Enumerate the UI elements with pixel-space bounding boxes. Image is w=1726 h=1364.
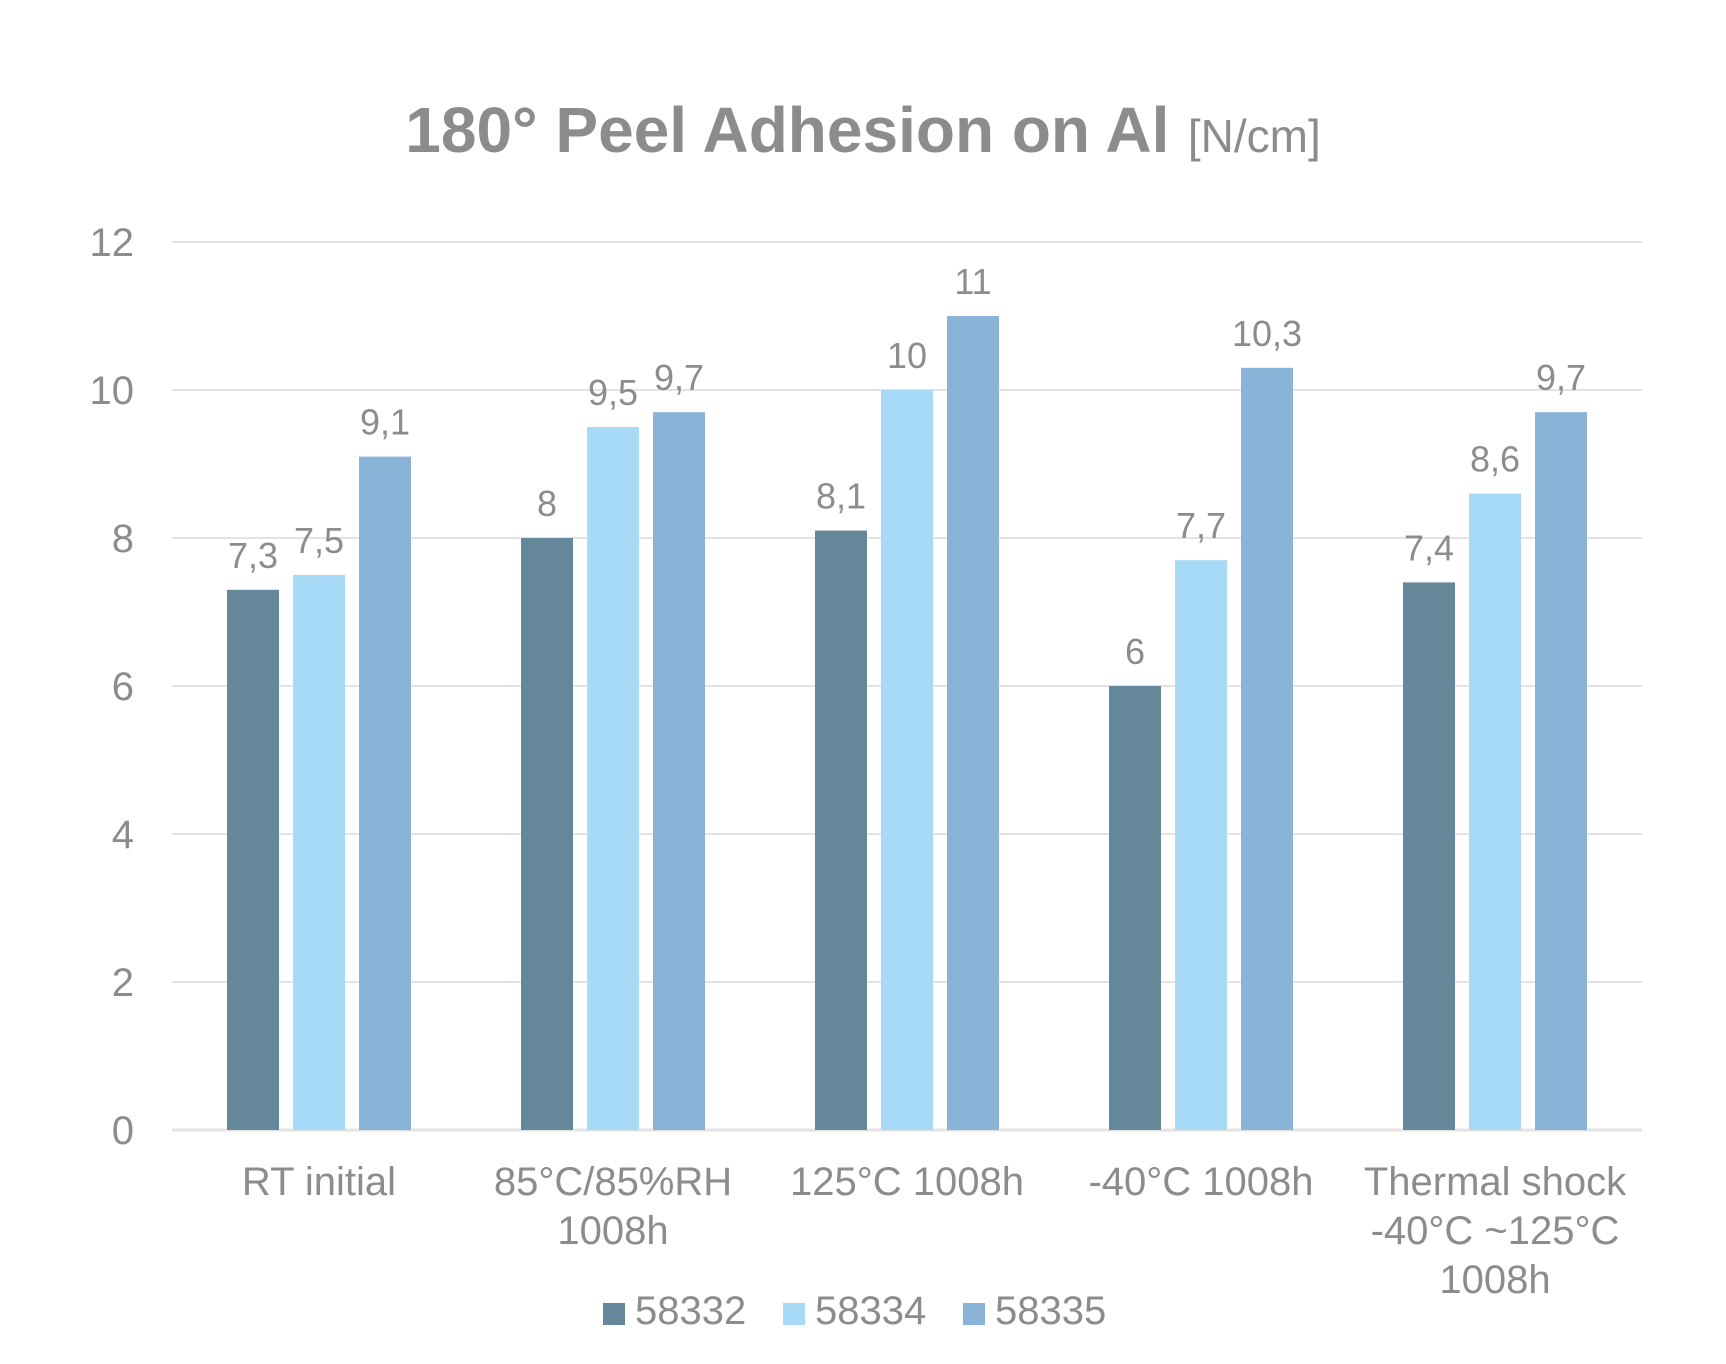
data-label: 9,7	[1536, 357, 1586, 398]
bar-58334	[587, 427, 639, 1130]
bars	[227, 316, 1587, 1131]
data-labels: 7,3 7,5 9,1 8 9,5 9,7 8,1 10 11 6 7,7 10,3 7,4 8,6 9,7	[228, 261, 1586, 672]
x-tick-label: 125°C 1008h	[790, 1160, 1024, 1204]
data-label: 7,4	[1404, 527, 1454, 568]
y-tick-label: 8	[112, 517, 134, 561]
bar-58332	[1109, 686, 1161, 1130]
legend-swatch	[963, 1303, 985, 1325]
x-axis-ticks: RT initial 85°C/85%RH 1008h 125°C 1008h -40°…	[242, 1160, 1627, 1302]
legend-swatch	[603, 1303, 625, 1325]
bar-58335	[653, 412, 705, 1130]
chart-title-main: 180° Peel Adhesion on Al	[405, 94, 1169, 166]
x-tick-label-line: -40°C ~125°C	[1371, 1209, 1620, 1253]
bar-58334	[1175, 560, 1227, 1130]
y-tick-label: 4	[112, 813, 134, 857]
data-label: 7,5	[294, 520, 344, 561]
bar-58334	[881, 390, 933, 1130]
bar-58335	[1241, 367, 1293, 1130]
x-tick-label: -40°C 1008h	[1088, 1160, 1313, 1204]
legend-swatch	[783, 1303, 805, 1325]
chart-title: 180° Peel Adhesion on Al [N/cm]	[405, 94, 1321, 166]
y-tick-label: 2	[112, 961, 134, 1005]
x-tick-label: RT initial	[242, 1160, 396, 1204]
data-label: 7,3	[228, 535, 278, 576]
bar-58335	[359, 456, 411, 1131]
data-label: 10,3	[1232, 313, 1302, 354]
data-label: 11	[954, 261, 991, 302]
data-label: 9,5	[588, 372, 638, 413]
bar-58334	[293, 575, 345, 1130]
y-tick-label: 12	[90, 221, 135, 265]
legend: 58332 58334 58335	[603, 1289, 1106, 1333]
data-label: 10	[887, 335, 927, 376]
bar-58332	[227, 589, 279, 1130]
x-tick-label-line: 1008h	[1439, 1258, 1550, 1302]
x-tick-label-line: Thermal shock	[1364, 1160, 1627, 1204]
bar-58332	[815, 530, 867, 1130]
y-tick-label: 0	[112, 1109, 134, 1153]
x-tick-label-line: -40°C 1008h	[1088, 1160, 1313, 1204]
y-tick-label: 6	[112, 665, 134, 709]
x-tick-label: 85°C/85%RH 1008h	[494, 1160, 732, 1253]
data-label: 9,7	[654, 357, 704, 398]
legend-label: 58334	[815, 1289, 926, 1333]
x-tick-label-line: 125°C 1008h	[790, 1160, 1024, 1204]
data-label: 8,6	[1470, 439, 1520, 480]
x-tick-label-line: 85°C/85%RH	[494, 1160, 732, 1204]
bar-58332	[521, 538, 573, 1130]
x-tick-label-line: RT initial	[242, 1160, 396, 1204]
data-label: 6	[1125, 631, 1145, 672]
data-label: 8,1	[816, 476, 866, 517]
bar-58334	[1469, 493, 1521, 1131]
y-tick-label: 10	[90, 369, 135, 413]
data-label: 7,7	[1176, 505, 1226, 546]
chart-title-unit: [N/cm]	[1188, 110, 1321, 162]
x-tick-label: Thermal shock -40°C ~125°C 1008h	[1364, 1160, 1627, 1302]
y-axis-ticks: 0 2 4 6 8 10 12	[90, 221, 135, 1153]
bar-58332	[1403, 582, 1455, 1130]
legend-label: 58335	[995, 1289, 1106, 1333]
legend-label: 58332	[635, 1289, 746, 1333]
data-label: 9,1	[360, 402, 410, 443]
bar-58335	[947, 316, 999, 1130]
bar-58335	[1535, 412, 1587, 1130]
x-tick-label-line: 1008h	[557, 1209, 668, 1253]
data-label: 8	[537, 483, 557, 524]
